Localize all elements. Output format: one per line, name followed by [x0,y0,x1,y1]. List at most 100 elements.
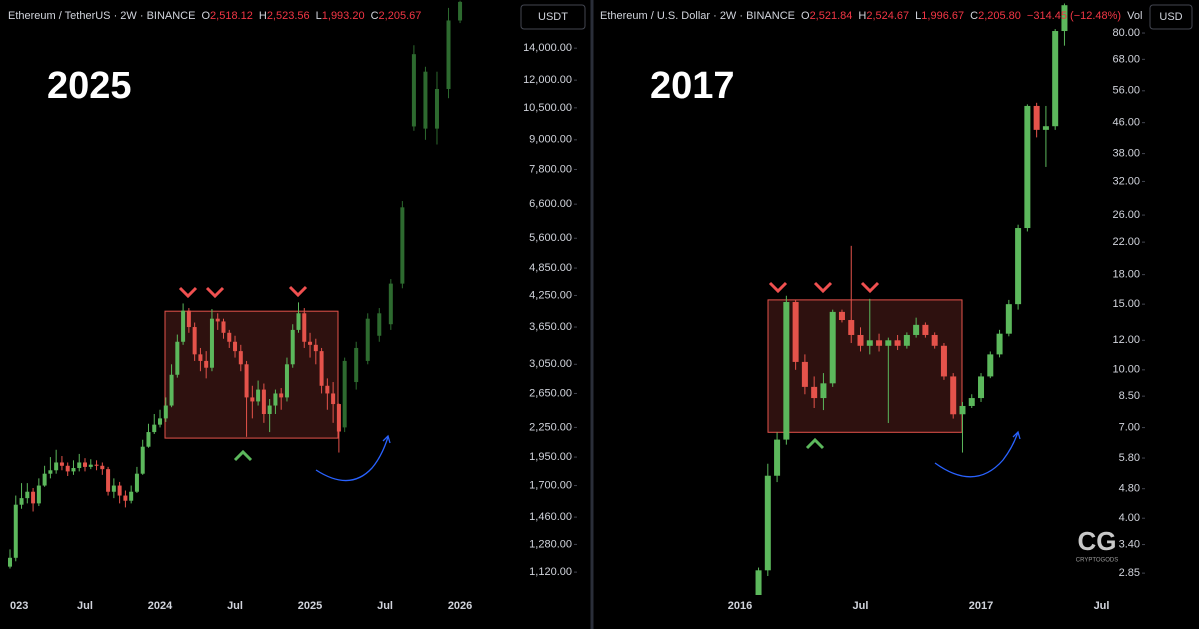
candle-body [857,334,864,346]
candle-body [411,54,416,127]
y-tick-label: 18.00 [1112,269,1140,281]
x-tick-label: Jul [377,600,393,612]
candle-body [894,340,901,346]
candle-body [233,341,238,352]
candle-body [238,351,243,365]
watermark-name: CRYPTOGODS [1076,558,1118,564]
quote-key: H [858,10,866,22]
candle-body [388,283,393,325]
x-tick-label: 2026 [448,600,472,612]
candle-body [1024,105,1031,229]
symbol-header: Ethereum / TetherUS · 2W · BINANCE O2,518… [8,10,421,22]
candle-body [140,446,145,474]
candle-body [54,462,59,471]
candle-body [273,393,278,406]
quote-key: O [201,10,210,22]
bottom-marker [805,437,825,450]
candle-body [117,485,122,496]
y-tick-label: 32.00 [1112,175,1140,187]
candle-body [88,464,93,467]
quote-key: O [801,10,810,22]
candle-body [434,88,439,129]
candle-body [423,71,428,129]
quote-key: H [259,10,267,22]
x-tick-label: 2024 [148,600,173,612]
symbol: Ethereum / TetherUS · 2W · BINANCE [8,10,195,22]
candle-body [175,341,180,375]
x-tick-label: 2016 [728,600,752,612]
y-tick-label: 4.80 [1119,483,1140,495]
candle-body [250,397,255,402]
candle-body [129,491,134,501]
candle-body [940,345,947,377]
x-tick-label: 2025 [298,600,322,612]
x-tick-label: Jul [227,600,243,612]
y-tick-label: 6,600.00 [529,198,572,210]
quote-key: L [915,10,921,22]
candle-body [820,383,827,399]
quote-value: 2,523.56 [267,10,310,22]
candle-body [331,393,336,405]
candle-body [365,318,370,361]
y-tick-label: 38.00 [1112,148,1140,160]
currency[interactable]: USD [1159,11,1182,23]
y-tick-label: 46.00 [1112,117,1140,129]
candle-body [774,439,781,476]
top-marker [813,281,833,294]
candle-body [336,404,341,432]
candle-body [354,347,359,383]
y-tick-label: 56.00 [1112,85,1140,97]
candle-body [83,462,88,467]
candle-body [227,332,232,342]
candle-body [1015,228,1022,305]
y-tick-label: 12.00 [1112,334,1140,346]
candle-body [1052,31,1059,127]
x-tick-label: Jul [853,600,869,612]
y-tick-label: 7.00 [1119,421,1140,433]
candle-body [302,313,307,342]
candle-body [59,462,64,466]
candle-body [25,491,30,499]
candle-body [48,470,53,474]
candle-body [123,495,128,501]
candle-body [755,570,762,595]
y-tick-label: 15.00 [1112,298,1140,310]
candle-body [978,376,985,399]
candle-body [77,462,82,469]
candle-body [198,354,203,361]
x-tick-label: Jul [77,600,93,612]
y-tick-label: 7,800.00 [529,163,572,175]
quote-value: 2,518.12 [210,10,253,22]
y-tick-label: 1,460.00 [529,511,572,523]
plot-left [8,0,463,569]
currency[interactable]: USDT [538,11,568,23]
volume-label: Vol [1127,10,1142,22]
watermark-logo: CG [1078,526,1117,556]
currency-box[interactable] [1149,4,1193,30]
quote-value: 1,993.20 [322,10,365,22]
y-tick-label: 2,250.00 [529,421,572,433]
y-tick-label: 1,700.00 [529,479,572,491]
candle-body [209,318,214,368]
candle-body [959,405,966,415]
candle-body [13,504,18,558]
candle-body [296,313,301,330]
plot-right [755,3,1068,595]
x-tick-label: Jul [1094,600,1110,612]
candle-body [325,385,330,394]
candle-body [94,464,99,466]
candle-body [968,398,975,406]
projection-arrow [315,436,389,482]
candle-body [903,334,910,346]
arrow-head [382,434,391,444]
quote-value: 2,521.84 [810,10,853,22]
candle-body [792,302,799,362]
candle-body [111,485,116,492]
y-tick-label: 8.50 [1119,390,1140,402]
candle-body [256,389,261,402]
currency-box[interactable] [520,4,586,30]
quote-value: 1,996.67 [921,10,964,22]
candle-body [801,361,808,387]
